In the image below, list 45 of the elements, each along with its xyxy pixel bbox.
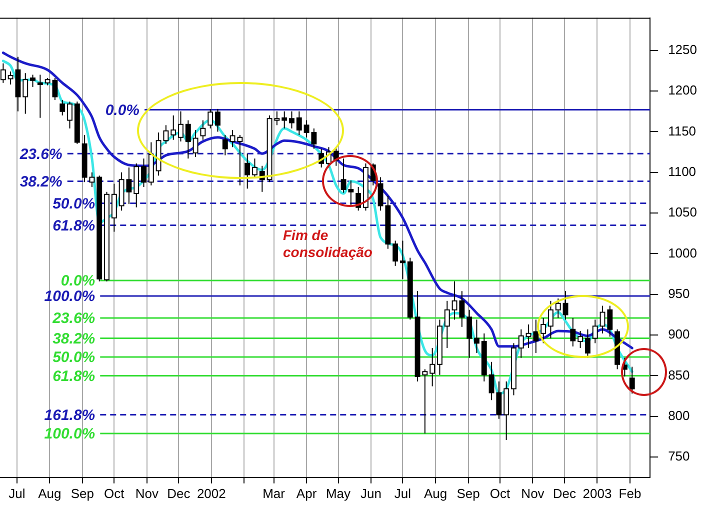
y-tick-label: 1100 xyxy=(668,164,696,179)
x-tick-label: Nov xyxy=(135,486,159,501)
x-tick-label: Jun xyxy=(360,486,382,501)
x-tick-label: 2002 xyxy=(196,486,226,501)
y-tick-label: 850 xyxy=(668,367,690,382)
annotation: 100.0% xyxy=(44,426,96,443)
x-tick-label: Oct xyxy=(104,486,125,501)
y-tick-label: 750 xyxy=(668,448,690,464)
x-tick-label: Dec xyxy=(167,486,191,501)
annotation: 161.8% xyxy=(44,406,96,424)
annotation: 100.0% xyxy=(44,288,96,306)
annotation: Fim de consolidação xyxy=(283,227,374,261)
annotation: 61.8% xyxy=(52,217,96,234)
x-tick-label: Aug xyxy=(424,486,448,501)
x-tick-label: Feb xyxy=(618,486,642,501)
x-tick-label: 2003 xyxy=(582,486,612,501)
y-tick-label: 1050 xyxy=(668,204,697,220)
annotation: 0.0% xyxy=(60,272,96,290)
annotation: 50.0% xyxy=(52,195,96,212)
x-tick-label: May xyxy=(326,486,352,501)
x-tick-label: Sep xyxy=(456,486,480,501)
x-tick-label: Oct xyxy=(490,486,510,501)
annotation: 50.0% xyxy=(52,349,96,366)
x-tick-label: Sep xyxy=(70,486,94,501)
annotation: 38.2% xyxy=(52,330,96,348)
annotation: 23.6% xyxy=(52,310,96,328)
x-tick-label: Jul xyxy=(394,486,412,501)
y-tick-label: 950 xyxy=(668,286,690,301)
y-tick-label: 1150 xyxy=(668,123,696,138)
x-tick-label: Apr xyxy=(296,486,318,501)
x-tick-label: Nov xyxy=(521,486,545,501)
annotation: 23.6% xyxy=(18,146,62,163)
x-tick-label: Aug xyxy=(38,486,62,501)
x-tick-label: Dec xyxy=(552,486,577,501)
x-tick-label: Mar xyxy=(262,486,286,501)
y-tick-label: 1250 xyxy=(668,42,697,57)
line-series xyxy=(2,52,634,350)
x-tick-label: Jul xyxy=(8,486,26,501)
y-tick-label: 1200 xyxy=(668,82,697,98)
y-tick-label: 800 xyxy=(668,408,690,423)
annotation: 38.2% xyxy=(20,173,62,190)
annotation: 61.8% xyxy=(52,368,96,385)
annotation: 0.0% xyxy=(105,102,140,119)
y-tick-label: 900 xyxy=(668,326,690,342)
y-tick-label: 1000 xyxy=(668,245,697,260)
